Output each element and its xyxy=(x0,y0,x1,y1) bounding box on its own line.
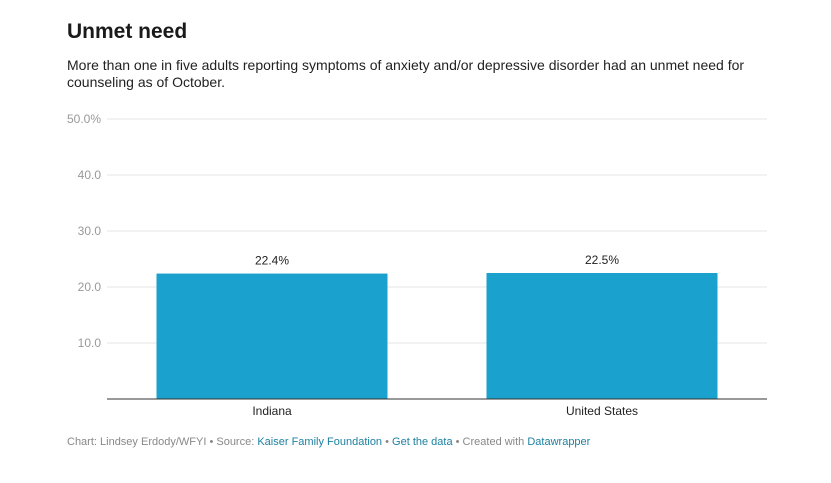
y-tick-label: 20.0 xyxy=(78,280,102,294)
footer-separator: • xyxy=(206,436,217,448)
get-data-link[interactable]: Get the data xyxy=(392,436,453,448)
footer-separator: • xyxy=(382,436,393,448)
bar-chart: 10.0 20.0 30.0 40.0 50.0% 22.4% Indiana 22.5% Un… xyxy=(67,112,767,418)
footer-created-label: Created with xyxy=(462,436,528,448)
source-link[interactable]: Kaiser Family Foundation xyxy=(257,436,383,448)
footer-credit: Chart: Lindsey Erdody/WFYI xyxy=(67,436,207,448)
y-tick-label: 30.0 xyxy=(78,224,102,238)
y-tick-label: 40.0 xyxy=(78,168,102,182)
footer-separator: • xyxy=(452,436,463,448)
chart-title: Unmet need xyxy=(67,20,188,43)
bar-value-label: 22.4% xyxy=(255,254,289,268)
bar xyxy=(156,273,388,399)
x-category-label: Indiana xyxy=(252,404,292,418)
bar xyxy=(486,273,718,399)
chart-footer: Chart: Lindsey Erdody/WFYI • Source: Kai… xyxy=(67,436,590,448)
x-category-label: United States xyxy=(566,404,638,418)
y-tick-label: 10.0 xyxy=(78,336,102,350)
y-tick-label: 50.0% xyxy=(67,112,101,126)
datawrapper-link[interactable]: Datawrapper xyxy=(527,436,591,448)
footer-source-label: Source: xyxy=(216,436,258,448)
chart-subtitle: More than one in five adults reporting s… xyxy=(67,57,745,90)
bar-value-label: 22.5% xyxy=(585,253,619,267)
